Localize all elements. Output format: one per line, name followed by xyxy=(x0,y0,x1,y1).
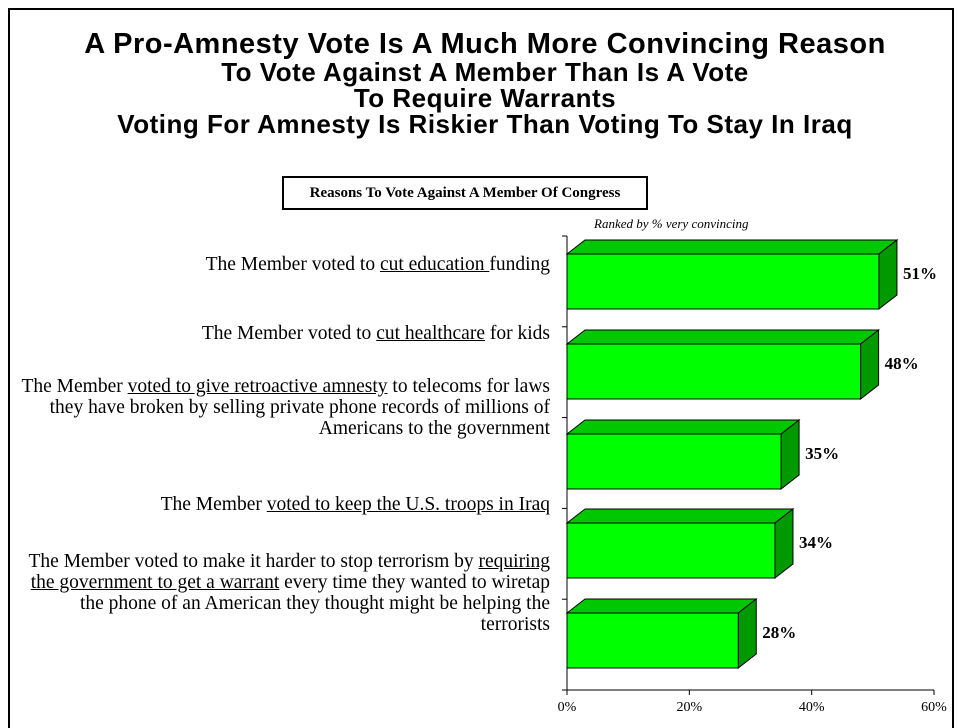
category-label-underlined-part: requiring the government to get a warran… xyxy=(30,551,550,593)
category-label-part: The Member voted to xyxy=(205,254,380,275)
category-label-part: for kids xyxy=(485,323,550,344)
ranking-note: Ranked by % very convincing xyxy=(594,216,749,231)
title-line-2: To Vote Against A Member Than Is A Vote xyxy=(221,57,749,87)
category-label-part: every time they wanted to wiretap the ph… xyxy=(79,572,550,635)
category-label-part: to telecoms for laws they have broken by… xyxy=(49,376,550,439)
chart-subtitle: Reasons To Vote Against A Member Of Cong… xyxy=(309,184,621,201)
title-line-1: A Pro-Amnesty Vote Is A Much More Convin… xyxy=(84,28,886,60)
bar-value-label: 35% xyxy=(805,444,839,463)
bar-value-label: 34% xyxy=(799,533,833,552)
bar-top-face xyxy=(565,329,881,345)
category-label-part: The Member voted to make it harder to st… xyxy=(28,551,479,572)
category-label-underlined-part: cut education xyxy=(379,254,490,275)
chart-title: A Pro-Amnesty Vote Is A Much More Convin… xyxy=(20,28,950,139)
category-label-part: The Member xyxy=(160,494,267,515)
category-label-2: The Member voted to cut healthcare for k… xyxy=(110,323,550,344)
category-label-3: The Member voted to give retroactive amn… xyxy=(20,376,550,439)
chart-subtitle-box: Reasons To Vote Against A Member Of Cong… xyxy=(282,176,648,210)
bar xyxy=(566,343,862,400)
x-tick-label: 60% xyxy=(921,700,947,715)
bar-top-face xyxy=(565,419,801,435)
bar-top-face xyxy=(565,239,899,255)
bar xyxy=(566,612,739,669)
bar xyxy=(566,522,776,579)
chart-frame xyxy=(8,8,954,728)
category-label-underlined-part: voted to keep the U.S. troops in Iraq xyxy=(266,494,550,515)
x-tick-label: 40% xyxy=(799,700,825,715)
category-label-underlined-part: voted to give retroactive amnesty xyxy=(127,376,388,397)
bar xyxy=(566,253,880,310)
category-label-underlined-part: cut healthcare xyxy=(376,323,485,344)
category-label-part: funding xyxy=(489,254,550,275)
bar xyxy=(566,433,782,490)
bar-value-label: 51% xyxy=(903,264,937,283)
category-label-4: The Member voted to keep the U.S. troops… xyxy=(50,494,550,515)
bar-value-label: 28% xyxy=(762,623,796,642)
category-label-part: The Member xyxy=(21,376,128,397)
bar-top-face xyxy=(565,598,758,614)
title-line-3: To Require Warrants xyxy=(353,83,617,113)
x-tick-label: 20% xyxy=(676,700,702,715)
category-label-5: The Member voted to make it harder to st… xyxy=(20,551,551,635)
bar-top-face xyxy=(565,508,795,524)
title-line-4: Voting For Amnesty Is Riskier Than Votin… xyxy=(117,109,853,139)
category-label-part: The Member voted to xyxy=(201,323,377,344)
bar-value-label: 48% xyxy=(885,354,919,373)
x-tick-label: 0% xyxy=(558,700,577,715)
category-label-1: The Member voted to cut education fundin… xyxy=(110,254,550,275)
